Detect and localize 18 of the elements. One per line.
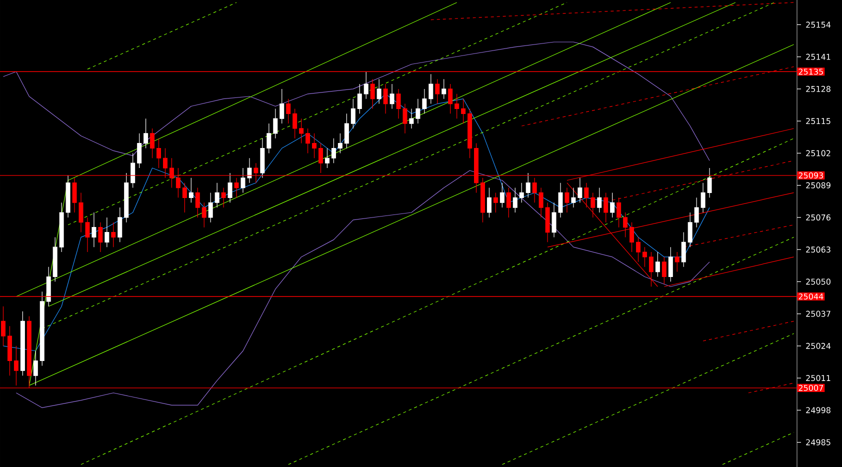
y-tick-label: 25089 — [806, 182, 830, 188]
ref-line-label: 25093 — [798, 172, 824, 178]
y-tick-label: 25128 — [806, 86, 830, 92]
ref-line-label: 25007 — [798, 384, 823, 391]
y-tick-label: 25115 — [806, 118, 830, 124]
y-tick-label: 25063 — [806, 246, 830, 253]
ref-line-label: 25044 — [798, 293, 824, 300]
y-tick-label: 24998 — [806, 407, 830, 414]
y-tick-label: 25154 — [806, 22, 831, 28]
y-tick-label: 25076 — [806, 214, 830, 220]
y-tick-label: 25141 — [806, 54, 830, 60]
y-tick-label: 25102 — [806, 150, 830, 156]
y-tick-label: 25024 — [806, 342, 831, 349]
ref-line-label: 25135 — [798, 68, 823, 75]
y-tick-label: 25011 — [806, 375, 830, 382]
y-tick-label: 25037 — [806, 310, 830, 317]
y-tick-label: 25050 — [806, 278, 830, 285]
y-tick-label: 24985 — [806, 439, 830, 446]
